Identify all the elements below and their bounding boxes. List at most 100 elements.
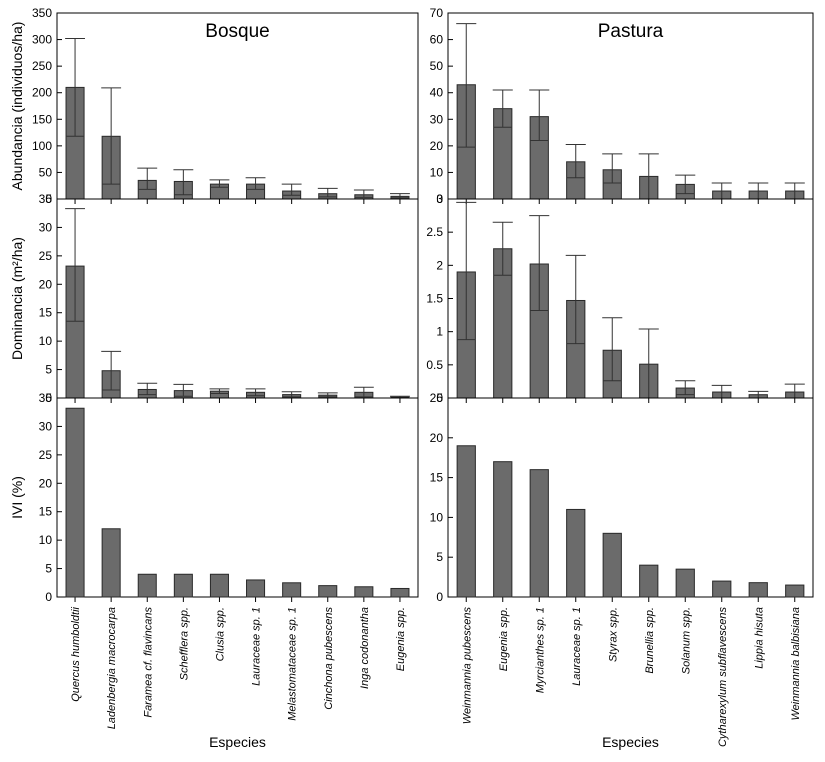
bar (602, 532, 622, 598)
panel-dom-pastura: 0 0.5 1 1.5 2 2.5 3 (426, 192, 814, 405)
category-label: Weinmannia pubescens (461, 607, 473, 725)
y-tick-label: 15 (430, 471, 444, 485)
category-label: Cytharexylum subflavescens (717, 607, 729, 748)
category-label: Brunellia spp. (644, 607, 656, 674)
y-tick-label: 0 (45, 391, 52, 405)
y-tick-label: 50 (430, 59, 444, 73)
y-tick-label: 10 (430, 165, 444, 179)
y-tick-label: 10 (39, 533, 53, 547)
category-label: Lippia hisuta (753, 607, 765, 669)
bar (639, 564, 659, 598)
y-tick-label: 0 (436, 192, 443, 206)
bar (748, 582, 768, 598)
y-tick-label: 150 (32, 112, 52, 126)
bar (354, 586, 374, 598)
panel-ivi-bosque: 0 5 10 15 20 25 30 35 Quercus humboldtii Ladenber… (9, 391, 419, 750)
y-tick-label: 100 (32, 139, 52, 153)
y-tick-label: 30 (39, 419, 53, 433)
y-axis-label: Dominancia (m²/ha) (9, 237, 25, 360)
category-label: Clusia spp. (214, 607, 226, 661)
bar (712, 580, 732, 598)
category-label: Weinmannia balbisiana (790, 607, 802, 721)
y-tick-label: 25 (430, 391, 444, 405)
category-label: Schefflera spp. (178, 607, 190, 680)
y-tick-label: 1.5 (426, 292, 443, 306)
plot-frame (447, 397, 814, 598)
y-tick-label: 30 (430, 112, 444, 126)
category-label: Lauraceae sp. 1 (571, 607, 583, 686)
category-label: Eugenia spp. (395, 607, 407, 671)
y-tick-label: 20 (39, 476, 53, 490)
y-tick-label: 350 (32, 6, 52, 20)
y-tick-label: 20 (39, 277, 53, 291)
bar (390, 587, 410, 598)
category-label: Styrax spp. (607, 607, 619, 662)
category-label: Myrcianthes sp. 1 (534, 607, 546, 693)
y-tick-label: 0.5 (426, 358, 443, 372)
y-tick-label: 35 (39, 391, 53, 405)
y-tick-label: 60 (430, 33, 444, 47)
plot-frame (56, 397, 419, 598)
y-tick-label: 1 (436, 325, 443, 339)
y-tick-label: 15 (39, 306, 53, 320)
bar (137, 573, 157, 598)
bar (173, 573, 193, 598)
y-tick-label: 10 (430, 510, 444, 524)
y-tick-label: 40 (430, 86, 444, 100)
category-label: Melastomataceae sp. 1 (287, 607, 299, 721)
category-label: Ladenbergia macrocarpa (106, 607, 118, 729)
y-tick-label: 25 (39, 249, 53, 263)
y-tick-label: 0 (436, 590, 443, 604)
bar (529, 469, 549, 598)
panel-abund-bosque: 0 50 100 150 200 250 300 350 Bosque Abundancia (i… (9, 6, 419, 206)
bar (566, 508, 586, 598)
y-tick-label: 5 (45, 363, 52, 377)
x-axis-label: Especies (602, 734, 659, 750)
y-tick-label: 10 (39, 334, 53, 348)
x-axis-label: Especies (209, 734, 266, 750)
bar (101, 528, 121, 598)
y-tick-label: 20 (430, 431, 444, 445)
y-tick-label: 3 (436, 192, 443, 206)
panel-dom-bosque: 0 5 10 15 20 25 30 35 Dominancia (m²/ha) (9, 192, 419, 405)
y-tick-label: 15 (39, 505, 53, 519)
y-tick-label: 0 (45, 590, 52, 604)
bar (785, 584, 805, 598)
panel-ivi-pastura: 0 5 10 15 20 25 Weinmannia pubescens Eugenia sp… (430, 391, 814, 750)
y-tick-label: 2.5 (426, 225, 443, 239)
y-tick-label: 250 (32, 59, 52, 73)
y-axis-label: IVI (%) (9, 476, 25, 519)
y-tick-label: 35 (39, 192, 53, 206)
bar (493, 461, 513, 598)
y-tick-label: 5 (436, 550, 443, 564)
category-label: Solanum spp. (680, 607, 692, 674)
y-tick-label: 50 (39, 165, 53, 179)
bar (209, 573, 229, 598)
bar (65, 407, 85, 598)
y-tick-label: 0 (436, 391, 443, 405)
bar (675, 568, 695, 598)
category-label: Quercus humboldtii (70, 606, 82, 701)
category-label: Lauraceae sp. 1 (251, 607, 263, 686)
category-label: Eugenia spp. (498, 607, 510, 671)
y-tick-label: 2 (436, 258, 443, 272)
y-tick-label: 30 (39, 220, 53, 234)
y-tick-label: 25 (39, 448, 53, 462)
y-tick-label: 0 (45, 192, 52, 206)
y-tick-label: 5 (45, 562, 52, 576)
panel-title: Pastura (598, 21, 664, 42)
y-axis-label: Abundancia (individuos/ha) (9, 22, 25, 191)
panel-abund-pastura: 0 10 20 30 40 50 60 70 Pastura (430, 6, 814, 206)
y-tick-label: 20 (430, 139, 444, 153)
bar (282, 582, 302, 598)
panel-title: Bosque (205, 21, 269, 42)
y-tick-label: 300 (32, 33, 52, 47)
category-label: Cinchona pubescens (323, 607, 335, 710)
y-tick-label: 200 (32, 86, 52, 100)
bar (246, 579, 266, 598)
bar (456, 445, 476, 598)
bar (318, 585, 338, 598)
y-tick-label: 70 (430, 6, 444, 20)
category-label: Inga codonantha (359, 607, 371, 689)
